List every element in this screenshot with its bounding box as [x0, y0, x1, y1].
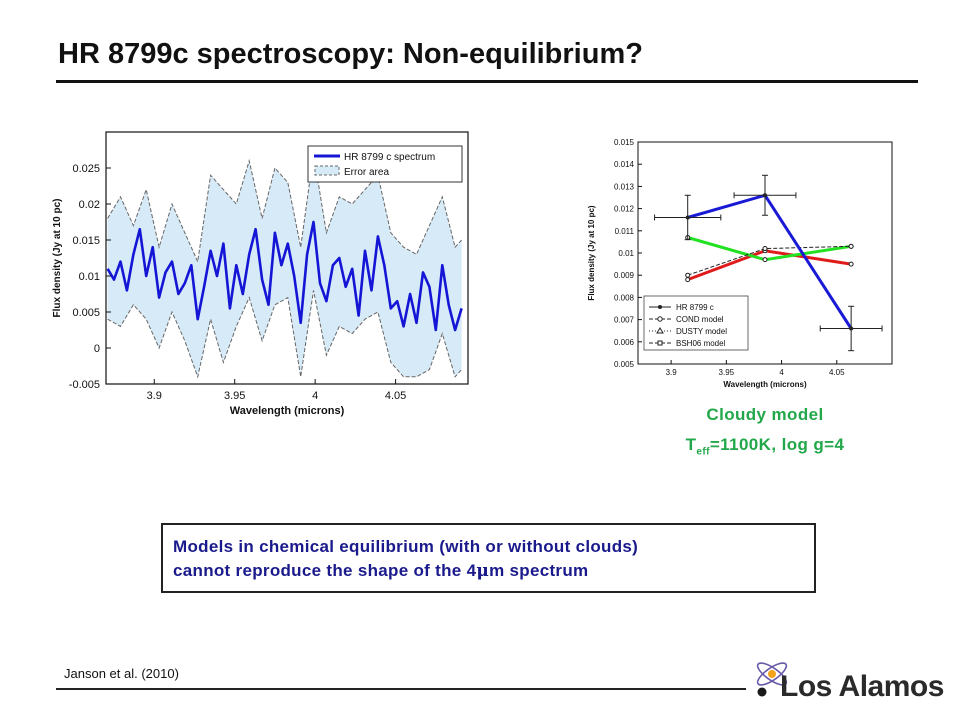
title-underline: [56, 80, 918, 83]
x-tick-label: 4: [312, 390, 318, 402]
x-tick-label: 4.05: [385, 390, 406, 402]
legend-hr8799c-label: HR 8799 c: [676, 303, 714, 312]
cloudy-model-params: Teff=1100K, log g=4: [630, 430, 900, 467]
y-tick-label: 0.009: [614, 271, 635, 280]
los-alamos-logo-icon: [756, 662, 788, 697]
x-axis-label: Wavelength (microns): [230, 405, 345, 417]
footer-rule: [56, 688, 746, 690]
x-axis-label: Wavelength (microns): [723, 380, 807, 389]
y-tick-label: 0.011: [615, 227, 635, 236]
y-tick-label: 0.025: [72, 163, 100, 175]
legend-error-label: Error area: [344, 167, 389, 178]
hr8799c-marker: [849, 326, 854, 331]
conclusion-box: Models in chemical equilibrium (with or …: [161, 523, 816, 593]
y-tick-label: 0.014: [614, 160, 635, 169]
conclusion-line-2: cannot reproduce the shape of the 4μm sp…: [173, 559, 804, 583]
y-axis-label: Flux density (Jy at 10 pc): [587, 205, 596, 300]
x-tick-label: 3.95: [719, 368, 735, 377]
legend-bsh06-label: BSH06 model: [676, 339, 726, 348]
bsh06-model-marker: [848, 243, 854, 249]
spectrum-chart: -0.005 0 0.005 0.01 0.015 0.02 0.025 3.9 3.95 4 4.…: [52, 131, 469, 417]
dusty-model-marker: [762, 257, 768, 263]
error-area-fill: [107, 153, 462, 377]
y-tick-label: 0.015: [614, 138, 635, 147]
y-tick-label: 0.005: [614, 360, 635, 369]
conclusion-line-1: Models in chemical equilibrium (with or …: [173, 537, 639, 556]
conclusion-line-2-post: m spectrum: [489, 561, 589, 580]
t-subscript: eff: [696, 446, 710, 458]
legend-error-swatch: [314, 165, 340, 176]
y-tick-label: 0.005: [72, 307, 100, 319]
x-tick-label: 3.9: [666, 368, 678, 377]
y-tick-label: 0.02: [79, 199, 100, 211]
mu-symbol: μ: [476, 561, 490, 581]
cond-model-marker: [848, 261, 854, 267]
cloudy-model-title: Cloudy model: [706, 405, 824, 424]
cond-model-marker: [685, 277, 691, 283]
cloudy-model-label: Cloudy model Teff=1100K, log g=4: [630, 400, 900, 467]
logo-text: Los Alamos: [780, 670, 944, 703]
y-tick-label: 0: [94, 343, 100, 355]
y-tick-label: -0.005: [69, 379, 100, 391]
legend-dusty-label: DUSTY model: [676, 327, 727, 336]
y-tick-label: 0.006: [614, 338, 635, 347]
legend-bsh06-marker: [657, 340, 663, 346]
hr8799c-marker: [685, 215, 690, 220]
hr8799c-marker: [763, 193, 767, 198]
y-tick-label: 0.015: [72, 235, 100, 247]
x-tick-label: 3.95: [224, 390, 245, 402]
model-comparison-chart: 0.005 0.006 0.007 0.008 0.009 0.01 0.011 0.012 0…: [587, 138, 893, 389]
legend-box: [307, 145, 463, 183]
citation: Janson et al. (2010): [64, 666, 179, 681]
legend-dusty-marker: [656, 327, 664, 334]
t-symbol: T: [685, 435, 697, 454]
y-tick-label: 0.013: [614, 182, 635, 191]
y-tick-label: 0.007: [614, 316, 635, 325]
plot-frame: [105, 131, 469, 385]
spectrum-line: [106, 220, 463, 332]
legend-cond-label: COND model: [676, 315, 724, 324]
y-tick-label: 0.008: [614, 293, 635, 302]
y-tick-label: 0.01: [79, 271, 100, 283]
error-upper-edge: [107, 153, 462, 264]
y-tick-label: 0.012: [614, 205, 635, 214]
legend-spectrum-label: HR 8799 c spectrum: [344, 152, 435, 163]
bsh06-model-marker: [762, 246, 768, 252]
legend-cond-marker: [657, 316, 663, 322]
y-tick-label: 0.01: [618, 249, 634, 258]
bsh06-model-marker: [685, 272, 691, 278]
y-axis-label: Flux density (Jy at 10 pc): [52, 199, 63, 318]
x-tick-label: 3.9: [147, 390, 162, 402]
x-tick-label: 4.05: [829, 368, 845, 377]
x-tick-label: 4: [779, 368, 784, 377]
params-text: =1100K, log g=4: [709, 435, 845, 454]
conclusion-line-2-pre: cannot reproduce the shape of the 4: [173, 561, 477, 580]
error-lower-edge: [107, 290, 462, 379]
page-title: HR 8799c spectroscopy: Non-equilibrium?: [58, 38, 643, 70]
legend-hr8799c-marker: [658, 305, 662, 309]
